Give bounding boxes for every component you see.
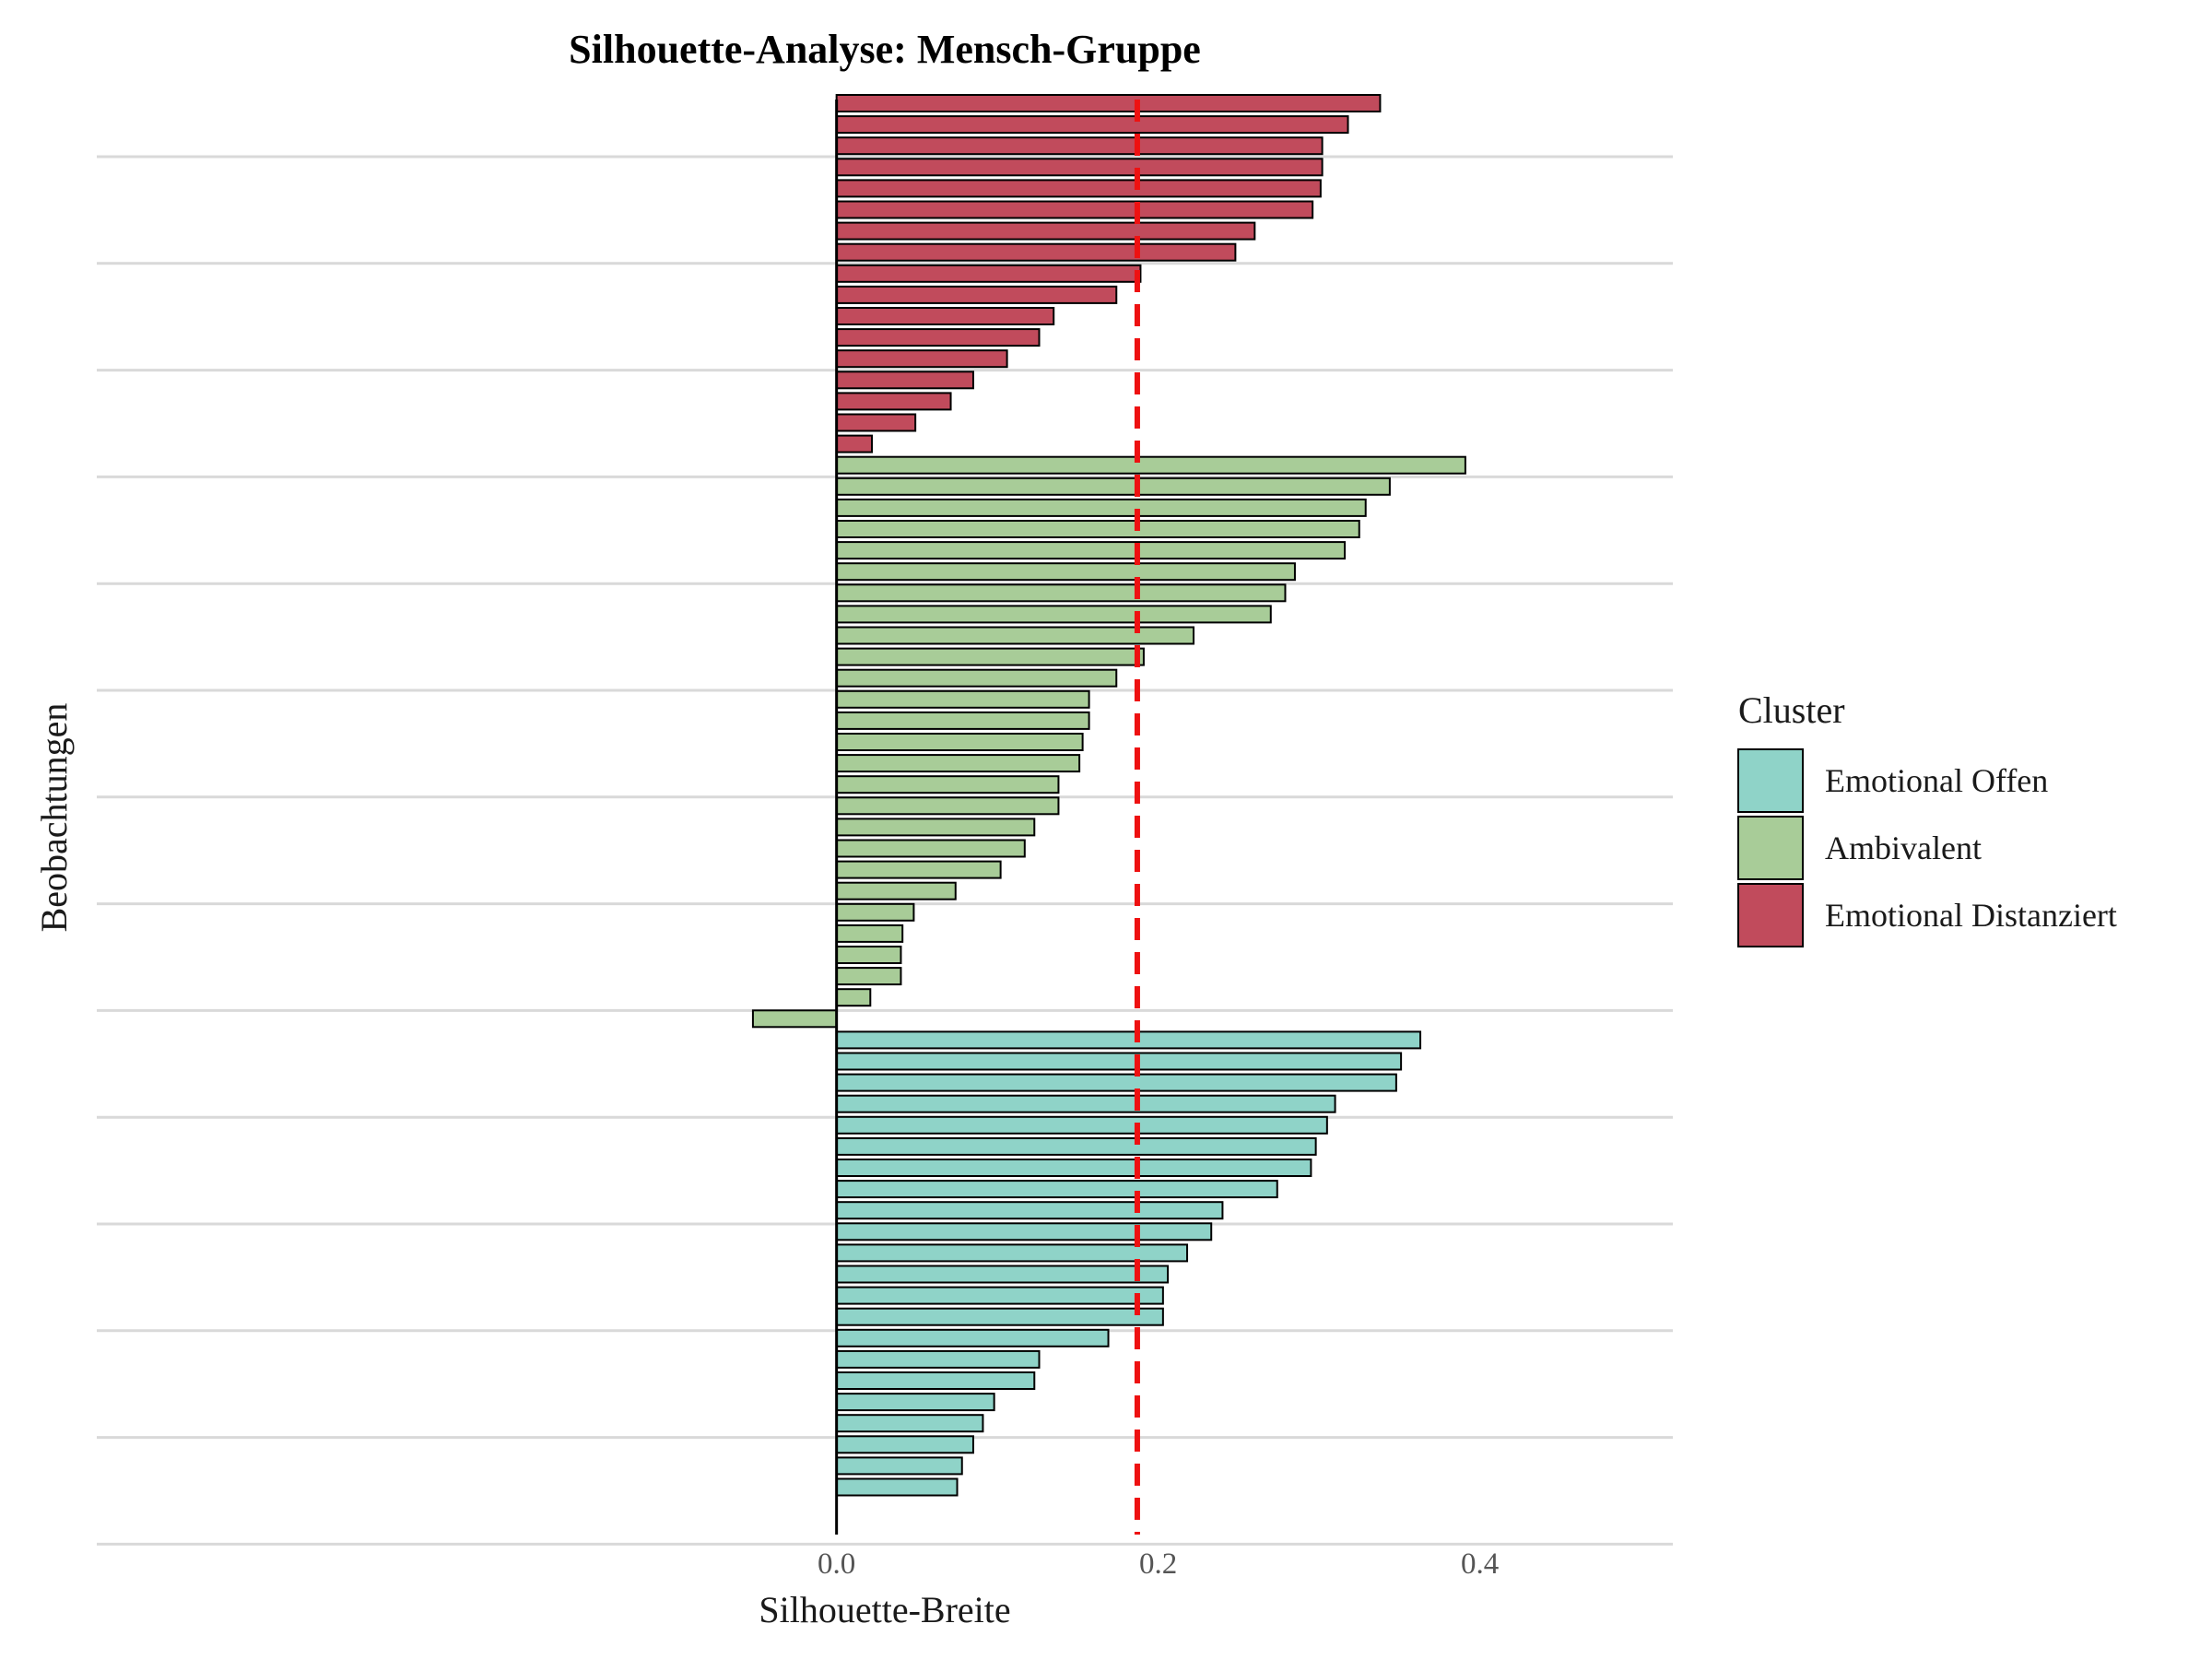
bar bbox=[835, 328, 1041, 347]
x-axis-ticks: 0.0 0.2 0.4 bbox=[818, 1547, 1499, 1581]
bar bbox=[835, 221, 1256, 241]
x-tick-label: 0.0 bbox=[818, 1547, 855, 1581]
bar bbox=[835, 285, 1118, 304]
legend: Cluster Emotional OffenAmbivalentEmotion… bbox=[1737, 689, 2117, 947]
legend-swatch bbox=[1737, 883, 1804, 947]
bar bbox=[835, 1265, 1170, 1284]
bar bbox=[835, 839, 1026, 858]
bar bbox=[835, 1414, 984, 1433]
bar bbox=[835, 1115, 1328, 1135]
bar bbox=[835, 860, 1002, 879]
bar bbox=[835, 392, 952, 411]
bar bbox=[835, 349, 1008, 369]
bar bbox=[835, 1328, 1110, 1347]
bar bbox=[835, 1180, 1278, 1199]
bar bbox=[835, 455, 1466, 475]
bar bbox=[835, 1393, 995, 1412]
bar bbox=[835, 988, 872, 1007]
legend-label: Emotional Offen bbox=[1825, 762, 2048, 799]
y-axis-title: Beobachtungen bbox=[33, 703, 75, 933]
bar bbox=[835, 371, 974, 390]
bar bbox=[835, 754, 1081, 773]
x-axis-title: Silhouette-Breite bbox=[759, 1589, 1010, 1630]
bar bbox=[835, 647, 1145, 666]
bar bbox=[835, 1371, 1036, 1390]
legend-label: Emotional Distanziert bbox=[1825, 897, 2117, 934]
bar bbox=[835, 796, 1060, 816]
bar bbox=[835, 1159, 1312, 1177]
bar bbox=[835, 733, 1084, 751]
bar bbox=[835, 1052, 1403, 1071]
bar bbox=[835, 924, 904, 943]
bar bbox=[835, 1286, 1164, 1305]
bar bbox=[835, 583, 1287, 603]
bar bbox=[835, 946, 902, 964]
bar bbox=[835, 94, 1382, 112]
bar bbox=[835, 307, 1055, 325]
legend-title: Cluster bbox=[1738, 689, 1845, 731]
bars bbox=[751, 94, 1466, 1497]
bar bbox=[751, 1009, 838, 1029]
bar bbox=[835, 477, 1391, 496]
bar bbox=[835, 264, 1142, 283]
bar bbox=[835, 242, 1237, 262]
bar bbox=[835, 1136, 1317, 1156]
bar bbox=[835, 158, 1324, 177]
bar bbox=[835, 562, 1296, 582]
bar bbox=[835, 434, 874, 453]
bar bbox=[835, 413, 917, 432]
bar bbox=[835, 689, 1090, 709]
x-tick-label: 0.2 bbox=[1139, 1547, 1177, 1581]
bar bbox=[835, 541, 1347, 560]
bar bbox=[835, 1073, 1397, 1092]
bar bbox=[835, 881, 957, 900]
bar bbox=[835, 498, 1367, 517]
bar bbox=[835, 1456, 963, 1476]
bar bbox=[835, 136, 1324, 156]
legend-items: Emotional Offen Ambivalent Emotional Dista… bbox=[1737, 748, 2117, 947]
bar bbox=[835, 775, 1060, 794]
legend-label: Ambivalent bbox=[1825, 830, 1982, 866]
bar bbox=[835, 1094, 1336, 1113]
bar bbox=[835, 1201, 1224, 1220]
bar bbox=[835, 1477, 959, 1497]
bar bbox=[835, 902, 915, 922]
bar bbox=[835, 668, 1118, 688]
bar bbox=[835, 711, 1090, 730]
bar bbox=[835, 179, 1322, 198]
bar bbox=[835, 1349, 1041, 1369]
bar bbox=[835, 818, 1036, 837]
bar bbox=[835, 1435, 974, 1454]
chart-title: Silhouette-Analyse: Mensch-Gruppe bbox=[569, 27, 1201, 72]
legend-swatch bbox=[1737, 748, 1804, 813]
bar bbox=[835, 200, 1314, 219]
bar bbox=[835, 115, 1349, 135]
bar bbox=[835, 1307, 1164, 1326]
bar bbox=[835, 520, 1360, 538]
bar bbox=[835, 1030, 1422, 1050]
bar bbox=[835, 1222, 1213, 1241]
bar bbox=[835, 605, 1272, 624]
x-tick-label: 0.4 bbox=[1461, 1547, 1499, 1581]
legend-swatch bbox=[1737, 816, 1804, 880]
bar bbox=[835, 1243, 1189, 1263]
bar bbox=[835, 967, 902, 986]
